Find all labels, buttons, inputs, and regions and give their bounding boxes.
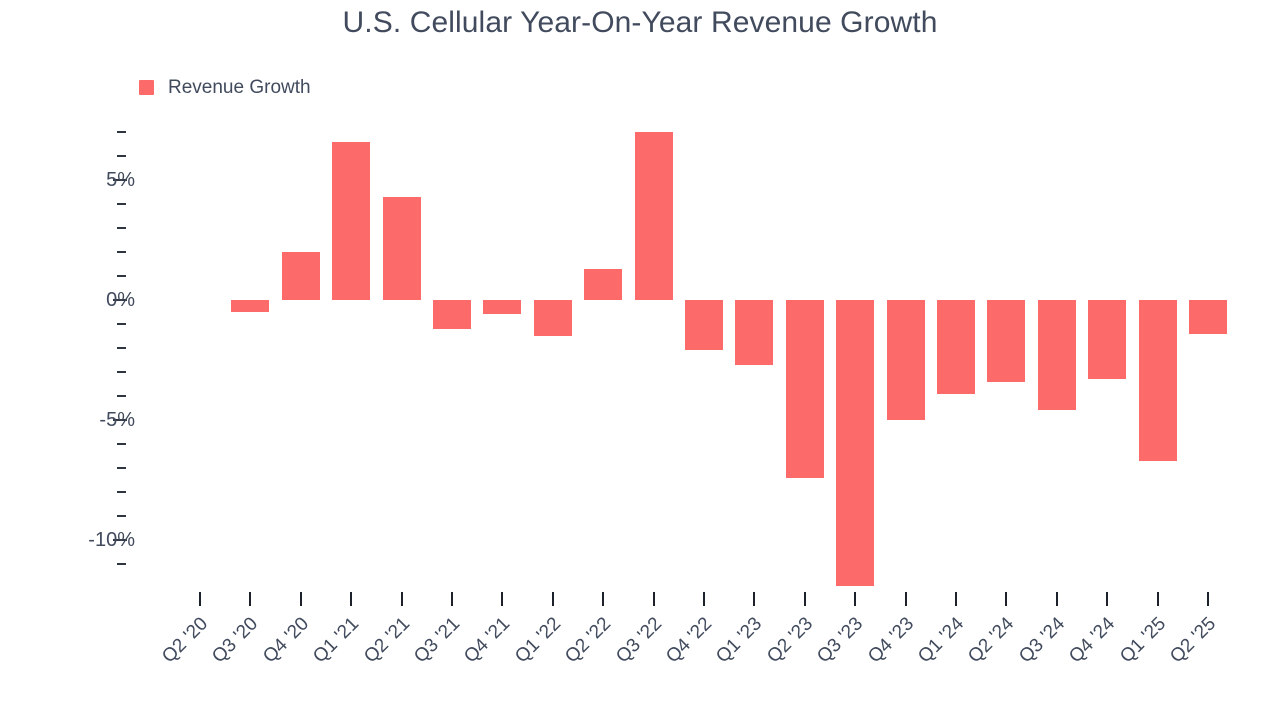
x-axis-tick	[602, 592, 605, 606]
y-axis-tick-minor	[117, 155, 126, 157]
bar[interactable]	[584, 268, 623, 300]
y-axis-tick-minor	[117, 275, 126, 277]
chart-title: U.S. Cellular Year-On-Year Revenue Growt…	[342, 6, 938, 39]
chart-legend: Revenue Growth	[139, 78, 311, 97]
y-axis-tick-minor	[117, 203, 126, 205]
x-axis-tick	[652, 592, 655, 606]
x-axis-tick	[199, 592, 201, 606]
y-axis-tick-minor	[117, 467, 126, 469]
x-axis-tick	[1106, 592, 1109, 606]
bar[interactable]	[281, 252, 320, 300]
y-axis-tick-major	[113, 539, 127, 541]
bar[interactable]	[634, 132, 673, 300]
bar[interactable]	[1189, 300, 1227, 334]
x-axis-tick	[854, 592, 857, 606]
y-axis-tick-minor	[117, 227, 126, 229]
bar[interactable]	[1138, 300, 1177, 461]
x-axis-tick	[1005, 592, 1008, 606]
bar[interactable]	[785, 300, 824, 478]
bar[interactable]	[533, 300, 572, 336]
y-axis-tick-minor	[117, 371, 126, 373]
y-axis-tick-minor	[117, 443, 126, 445]
bar[interactable]	[1088, 300, 1127, 380]
legend-swatch-revenue-growth	[139, 80, 154, 95]
bar[interactable]	[483, 300, 522, 315]
bar[interactable]	[886, 300, 925, 420]
y-axis-tick-minor	[117, 515, 126, 517]
y-axis-label: -5%	[99, 409, 135, 431]
x-axis-tick	[249, 592, 252, 606]
bar[interactable]	[987, 300, 1026, 382]
bar[interactable]	[685, 300, 723, 351]
y-axis-tick-major	[113, 299, 127, 301]
x-axis-tick	[753, 592, 756, 606]
y-axis-tick-minor	[117, 323, 126, 325]
y-axis-tick-minor	[117, 131, 126, 133]
x-axis-tick	[551, 592, 554, 606]
x-axis-tick	[501, 592, 504, 606]
y-axis-tick-major	[113, 419, 127, 421]
x-axis-tick	[400, 592, 403, 606]
bar[interactable]	[836, 300, 875, 586]
bar[interactable]	[332, 141, 371, 300]
y-axis-label: -10%	[88, 529, 135, 551]
x-axis-tick	[350, 592, 353, 606]
bar[interactable]	[382, 196, 421, 300]
y-axis-tick-major	[113, 179, 127, 181]
x-axis-tick	[803, 592, 806, 606]
bar[interactable]	[231, 300, 270, 312]
bar[interactable]	[433, 300, 471, 329]
x-axis-tick	[451, 592, 453, 606]
x-axis-tick	[1055, 592, 1058, 606]
y-axis-label: 0%	[106, 289, 135, 311]
y-axis-label: 5%	[106, 169, 135, 191]
x-axis-label: Q2 '20	[158, 613, 213, 668]
x-axis-tick	[299, 592, 302, 606]
x-axis-tick	[703, 592, 705, 606]
y-axis-tick-minor	[117, 347, 126, 349]
y-axis-tick-minor	[117, 395, 126, 397]
y-axis-tick-minor	[117, 491, 126, 493]
legend-label-revenue-growth: Revenue Growth	[168, 77, 311, 98]
x-axis-tick	[904, 592, 907, 606]
y-axis-tick-minor	[117, 563, 126, 565]
y-axis-tick-minor	[117, 251, 126, 253]
x-axis-tick	[1156, 592, 1159, 606]
bar[interactable]	[735, 300, 774, 365]
bar[interactable]	[1037, 300, 1076, 411]
x-axis-tick	[955, 592, 957, 606]
bar[interactable]	[937, 300, 975, 394]
x-axis-tick	[1207, 592, 1209, 606]
